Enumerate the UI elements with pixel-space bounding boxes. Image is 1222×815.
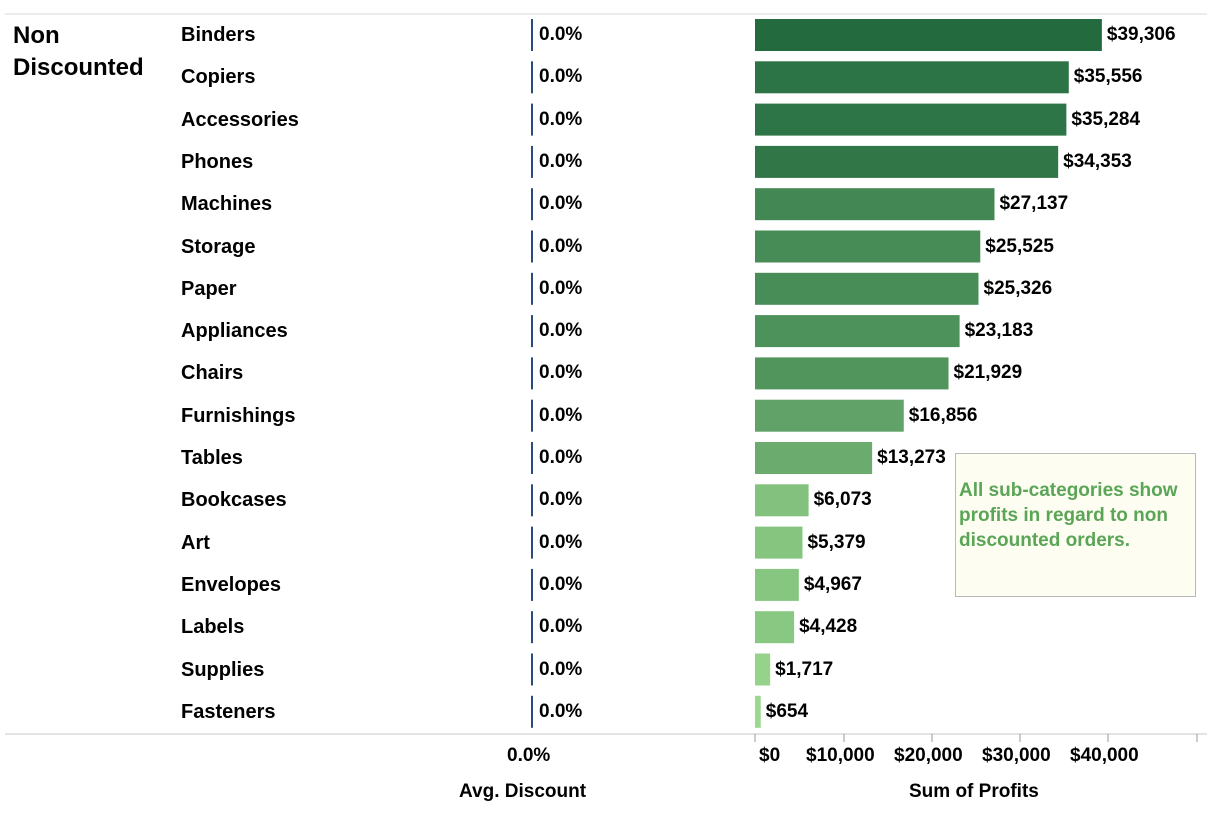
profit-value-machines: $27,137 xyxy=(999,193,1069,215)
profit-bar-binders xyxy=(755,19,1102,51)
profit-bar-labels xyxy=(755,611,795,644)
profit-tick-label-30000: $30,000 xyxy=(982,745,1051,766)
group-label: Non Discounted xyxy=(13,22,144,81)
profit-value-accessories: $35,284 xyxy=(1071,108,1141,130)
annotation-box: All sub-categories show profits in regar… xyxy=(955,453,1196,597)
category-label-fasteners: Fasteners xyxy=(181,700,276,723)
discount-value-art: 0.0% xyxy=(539,531,583,553)
category-label-appliances: Appliances xyxy=(181,320,288,343)
profit-tick-label-10000: $10,000 xyxy=(806,745,875,766)
profit-tick-label-40000: $40,000 xyxy=(1070,745,1139,766)
discount-value-binders: 0.0% xyxy=(539,24,583,45)
category-label-bookcases: Bookcases xyxy=(181,489,287,512)
discount-value-machines: 0.0% xyxy=(539,193,583,215)
discount-value-tables: 0.0% xyxy=(539,447,583,468)
profit-value-labels: $4,428 xyxy=(799,616,858,638)
profit-value-copiers: $35,556 xyxy=(1073,66,1143,88)
profit-bar-machines xyxy=(755,188,995,221)
profit-bar-supplies xyxy=(755,653,771,686)
discount-value-phones: 0.0% xyxy=(539,150,583,172)
profit-bar-furnishings xyxy=(755,399,904,432)
profit-bar-appliances xyxy=(755,315,960,348)
profit-value-bookcases: $6,073 xyxy=(813,489,872,511)
profit-bar-storage xyxy=(755,230,981,263)
category-label-phones: Phones xyxy=(181,150,254,173)
discount-value-accessories: 0.0% xyxy=(539,108,583,130)
discount-value-copiers: 0.0% xyxy=(539,66,583,88)
profit-value-fasteners: $654 xyxy=(765,700,809,722)
category-label-storage: Storage xyxy=(181,235,256,258)
discount-value-storage: 0.0% xyxy=(539,235,583,257)
profit-value-art: $5,379 xyxy=(807,531,866,553)
category-label-supplies: Supplies xyxy=(181,658,265,681)
discount-value-furnishings: 0.0% xyxy=(539,404,583,426)
category-label-chairs: Chairs xyxy=(181,362,244,385)
profit-axis-title: Sum of Profits xyxy=(909,781,1039,802)
category-label-copiers: Copiers xyxy=(181,66,256,89)
discount-value-envelopes: 0.0% xyxy=(539,573,583,595)
profit-bar-fasteners xyxy=(755,695,761,728)
profit-bar-bookcases xyxy=(755,484,809,517)
profit-value-envelopes: $4,967 xyxy=(803,573,862,595)
discount-axis-title: Avg. Discount xyxy=(459,781,587,802)
profit-value-chairs: $21,929 xyxy=(953,362,1023,384)
profit-bar-art xyxy=(755,526,803,559)
category-label-furnishings: Furnishings xyxy=(181,404,296,427)
category-label-labels: Labels xyxy=(181,616,245,639)
discount-value-labels: 0.0% xyxy=(539,616,583,638)
category-label-art: Art xyxy=(181,531,210,554)
category-label-envelopes: Envelopes xyxy=(181,573,282,596)
profit-bar-accessories xyxy=(755,103,1067,136)
category-label-paper: Paper xyxy=(181,277,237,300)
profit-bar-paper xyxy=(755,272,979,305)
profit-bar-copiers xyxy=(755,61,1069,94)
profit-bar-phones xyxy=(755,145,1059,178)
profit-value-appliances: $23,183 xyxy=(964,320,1034,342)
profit-value-storage: $25,525 xyxy=(985,235,1054,257)
profit-value-supplies: $1,717 xyxy=(775,658,834,680)
category-label-binders: Binders xyxy=(181,24,256,46)
profit-tick-label-20000: $20,000 xyxy=(894,745,963,766)
category-label-accessories: Accessories xyxy=(181,108,299,131)
discount-value-paper: 0.0% xyxy=(539,277,583,299)
profit-value-tables: $13,273 xyxy=(877,447,946,468)
discount-value-appliances: 0.0% xyxy=(539,320,583,342)
profit-value-binders: $39,306 xyxy=(1106,24,1176,45)
profit-tick-label-0: $0 xyxy=(759,745,781,766)
discount-tick-label: 0.0% xyxy=(507,745,551,766)
profit-bar-tables xyxy=(755,442,873,474)
profit-value-phones: $34,353 xyxy=(1063,150,1132,172)
profit-value-paper: $25,326 xyxy=(983,277,1053,299)
discount-value-supplies: 0.0% xyxy=(539,658,583,680)
category-label-tables: Tables xyxy=(181,447,243,469)
profit-value-furnishings: $16,856 xyxy=(908,404,978,426)
discount-value-bookcases: 0.0% xyxy=(539,489,583,511)
profit-bar-chairs xyxy=(755,357,949,390)
discount-value-fasteners: 0.0% xyxy=(539,700,583,722)
category-label-machines: Machines xyxy=(181,193,273,216)
profit-bar-envelopes xyxy=(755,568,799,601)
discount-value-chairs: 0.0% xyxy=(539,362,583,384)
